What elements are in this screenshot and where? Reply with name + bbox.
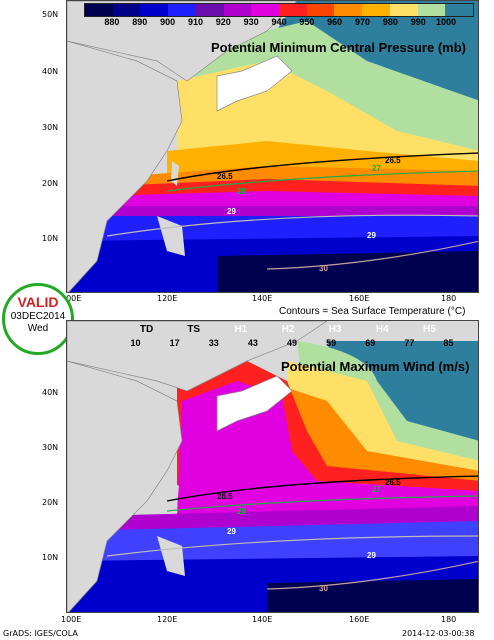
contour-label: 26.5 <box>217 172 233 181</box>
contour-label: 27 <box>372 485 381 494</box>
pressure-colorbar <box>84 3 474 17</box>
colorbar-label: 960 <box>327 17 343 27</box>
lon-tick-160e: 160E <box>349 294 370 303</box>
colorbar-swatch <box>445 4 474 16</box>
contour-label: 29 <box>227 207 236 216</box>
wind-panel-title: Potential Maximum Wind (m/s) <box>281 359 470 374</box>
lat-tick-10n: 10N <box>42 553 59 562</box>
wind-colorbar-labels: 10 17 33 43 49 59 69 77 85 <box>116 338 468 348</box>
colorbar-label: 10 <box>130 338 141 348</box>
lat-tick-20n: 20N <box>42 179 59 188</box>
lat-tick-10n: 10N <box>42 234 59 243</box>
colorbar-label: 43 <box>247 338 258 348</box>
colorbar-label: 980 <box>382 17 398 27</box>
colorbar-swatch <box>223 4 252 16</box>
lon-tick-100e: 100E <box>61 294 82 303</box>
contour-label: 28 <box>237 187 246 196</box>
colorbar-swatch <box>195 4 224 16</box>
contour-label: 26.5 <box>217 492 233 501</box>
contour-label: 26.5 <box>385 156 401 165</box>
colorbar-label: 59 <box>326 338 337 348</box>
wind-category-labels: TD TS H1 H2 H3 H4 H5 <box>123 324 453 335</box>
pressure-colorbar-labels: 880 890 900 910 920 930 940 950 960 970 … <box>98 17 460 27</box>
category-label: H1 <box>234 324 248 335</box>
colorbar-swatch <box>417 4 446 16</box>
valid-label: VALID <box>17 294 59 310</box>
pressure-panel-title: Potential Minimum Central Pressure (mb) <box>211 40 466 55</box>
contour-label: 30 <box>319 584 328 593</box>
colorbar-swatch <box>334 4 363 16</box>
colorbar-swatch <box>306 4 335 16</box>
lat-tick-20n: 20N <box>42 498 59 507</box>
colorbar-label: 970 <box>355 17 371 27</box>
colorbar-label: 940 <box>271 17 287 27</box>
category-label: H2 <box>281 324 295 335</box>
valid-date-stamp: VALID 03DEC2014 Wed <box>2 283 74 355</box>
wind-map: 26.5 26.5 27 28 29 29 30 <box>66 320 479 613</box>
colorbar-label: 900 <box>160 17 176 27</box>
colorbar-label: 1000 <box>436 17 457 27</box>
colorbar-swatch <box>362 4 390 16</box>
pressure-map-graphic: 26.5 26.5 27 28 29 29 30 <box>67 1 478 292</box>
lon-tick-140e: 140E <box>252 294 273 303</box>
colorbar-label: 69 <box>365 338 376 348</box>
colorbar-label: 33 <box>208 338 219 348</box>
contour-label: 26.5 <box>385 478 401 487</box>
footer-credit: GrADS: IGES/COLA <box>3 629 78 638</box>
contour-label: 29 <box>227 527 236 536</box>
lon-tick-180: 180 <box>441 615 457 624</box>
contours-note: Contours = Sea Surface Temperature (°C) <box>279 306 466 317</box>
colorbar-label: 910 <box>187 17 203 27</box>
footer-timestamp: 2014-12-03-00:38 <box>402 629 475 638</box>
category-label: H5 <box>423 324 436 335</box>
colorbar-swatch <box>140 4 169 16</box>
pressure-map: 26.5 26.5 27 28 29 29 30 <box>66 0 479 293</box>
contour-label: 27 <box>372 164 381 173</box>
lon-tick-100e: 100E <box>61 615 82 624</box>
bottom-contour-labels: 26.5 26.5 27 28 29 29 30 <box>217 478 401 593</box>
colorbar-swatch <box>85 4 113 16</box>
category-label: H3 <box>328 324 342 335</box>
valid-date: 03DEC2014 <box>10 311 66 322</box>
contour-label: 29 <box>367 231 376 240</box>
lat-tick-40n: 40N <box>42 388 59 397</box>
lon-tick-120e: 120E <box>157 294 178 303</box>
colorbar-label: 49 <box>286 338 297 348</box>
colorbar-label: 17 <box>169 338 180 348</box>
lon-tick-120e: 120E <box>157 615 178 624</box>
colorbar-swatch <box>389 4 418 16</box>
lon-tick-140e: 140E <box>252 615 273 624</box>
colorbar-swatch <box>251 4 280 16</box>
lat-tick-50n: 50N <box>42 10 59 19</box>
lat-tick-30n: 30N <box>42 443 59 452</box>
colorbar-swatch <box>168 4 196 16</box>
colorbar-label: 930 <box>243 17 259 27</box>
colorbar-label: 890 <box>132 17 148 27</box>
colorbar-label: 920 <box>215 17 231 27</box>
colorbar-label: 85 <box>443 338 454 348</box>
colorbar-swatch <box>279 4 307 16</box>
contour-label: 29 <box>367 551 376 560</box>
wind-map-graphic: 26.5 26.5 27 28 29 29 30 <box>67 321 478 612</box>
top-contour-labels: 26.5 26.5 27 28 29 29 30 <box>217 156 401 273</box>
contour-label: 28 <box>237 507 246 516</box>
lat-tick-40n: 40N <box>42 67 59 76</box>
colorbar-label: 950 <box>299 17 315 27</box>
valid-day: Wed <box>27 323 49 334</box>
lon-tick-160e: 160E <box>349 615 370 624</box>
category-label: TD <box>139 324 154 335</box>
colorbar-label: 880 <box>104 17 120 27</box>
colorbar-label: 990 <box>410 17 426 27</box>
category-label: TS <box>187 324 201 335</box>
colorbar-swatch <box>112 4 141 16</box>
contour-label: 30 <box>319 264 328 273</box>
category-label: H4 <box>375 324 389 335</box>
colorbar-label: 77 <box>404 338 415 348</box>
lat-tick-30n: 30N <box>42 123 59 132</box>
lon-tick-180: 180 <box>441 294 457 303</box>
